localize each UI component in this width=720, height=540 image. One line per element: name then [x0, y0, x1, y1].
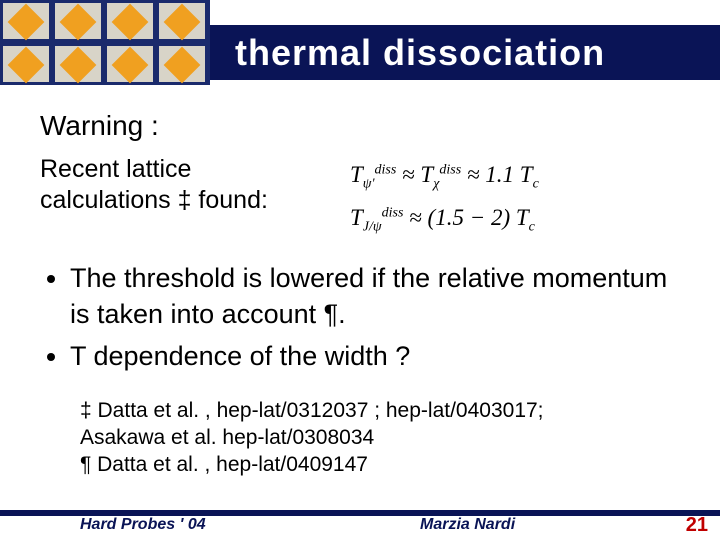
slide-header: thermal dissociation — [0, 0, 720, 95]
reference-line: ¶ Datta et al. , hep-lat/0409147 — [80, 451, 680, 478]
decorative-tile — [104, 43, 156, 85]
intro-text: Recent lattice calculations ‡ found: — [40, 154, 320, 217]
bullet-item: T dependence of the width ? — [70, 338, 680, 374]
footer-author: Marzia Nardi — [420, 516, 515, 534]
decorative-tile — [156, 0, 208, 42]
decorative-tile-band — [0, 0, 210, 85]
footer-conference: Hard Probes ' 04 — [80, 516, 206, 534]
formula-block: Tψ'diss ≈ Tχdiss ≈ 1.1 Tc TJ/ψdiss ≈ (1.… — [350, 154, 680, 240]
slide-content: Warning : Recent lattice calculations ‡ … — [0, 95, 720, 479]
slide-title: thermal dissociation — [235, 32, 605, 74]
bullet-list: The threshold is lowered if the relative… — [70, 260, 680, 375]
references: ‡ Datta et al. , hep-lat/0312037 ; hep-l… — [80, 397, 680, 479]
formula-2: TJ/ψdiss ≈ (1.5 − 2) Tc — [350, 197, 680, 240]
decorative-tile — [52, 0, 104, 42]
reference-line: ‡ Datta et al. , hep-lat/0312037 ; hep-l… — [80, 397, 680, 424]
decorative-tile — [156, 43, 208, 85]
intro-row: Recent lattice calculations ‡ found: Tψ'… — [40, 154, 680, 240]
slide-number: 21 — [686, 514, 708, 537]
decorative-tile — [104, 0, 156, 42]
formula-1: Tψ'diss ≈ Tχdiss ≈ 1.1 Tc — [350, 154, 680, 197]
warning-label: Warning : — [40, 110, 680, 142]
bullet-item: The threshold is lowered if the relative… — [70, 260, 680, 333]
decorative-tile — [52, 43, 104, 85]
decorative-tile — [0, 43, 52, 85]
title-bar: thermal dissociation — [210, 25, 720, 80]
reference-line: Asakawa et al. hep-lat/0308034 — [80, 424, 680, 451]
slide-footer: Hard Probes ' 04 Marzia Nardi 21 — [0, 510, 720, 540]
decorative-tile — [0, 0, 52, 42]
